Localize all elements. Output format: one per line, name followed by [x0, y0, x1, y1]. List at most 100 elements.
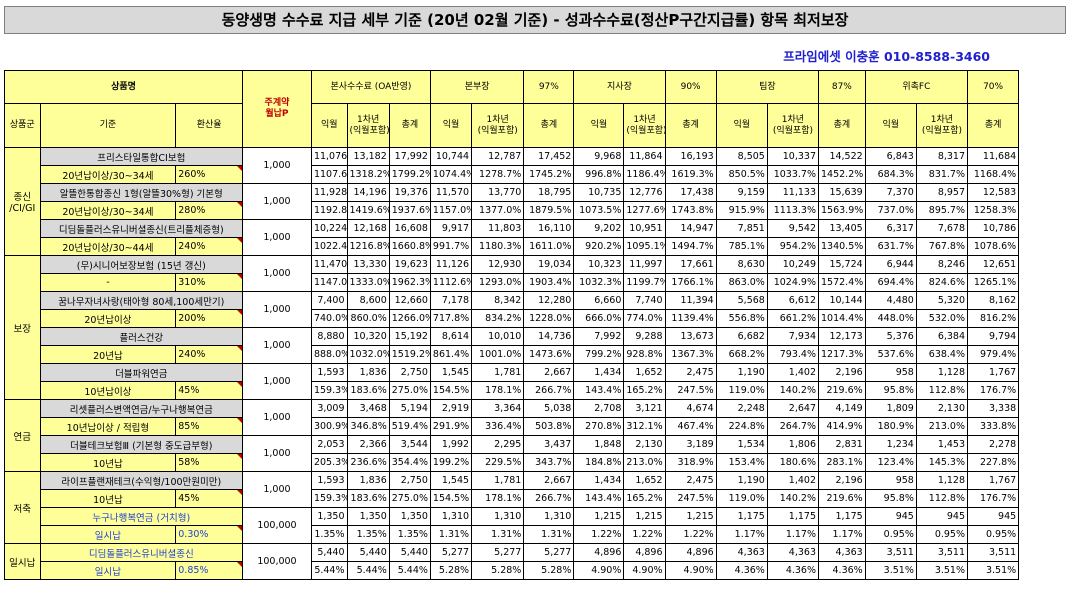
commission-amount: 3,189 — [664, 435, 717, 454]
commission-rate: 1228.0% — [523, 309, 575, 328]
commission-amount: 5,440 — [346, 543, 390, 562]
commission-rate: 1277.6% — [623, 201, 666, 220]
category-header: 상품군 — [4, 103, 41, 148]
commission-amount: 14,196 — [346, 183, 390, 202]
commission-amount: 13,330 — [346, 255, 390, 274]
criteria-header: 기준 — [39, 103, 177, 148]
comment-marker-icon — [237, 562, 242, 567]
commission-amount: 5,277 — [471, 543, 525, 562]
monthly-premium: 1,000 — [242, 327, 312, 364]
product-row-rate: 20년납 240% 888.0% 1032.0% 1519.2% 861.4% 1001.0… — [5, 345, 1066, 364]
commission-rate: 275.0% — [388, 381, 431, 400]
sub-column-header: 익월 — [573, 103, 625, 148]
comment-marker-icon — [237, 310, 242, 315]
commission-rate: 140.2% — [766, 489, 820, 508]
commission-rate: 1660.8% — [388, 237, 431, 256]
group-header: 본사수수료 (OA반영) — [310, 70, 431, 104]
payment-criteria: 10년납이상 / 적립형 — [39, 417, 177, 436]
group-rate-header: 87% — [818, 70, 866, 104]
commission-rate: 532.0% — [915, 309, 969, 328]
category-cell: 일시납 — [4, 543, 41, 580]
commission-amount: 7,678 — [915, 219, 969, 238]
category-cell: 종신/CI/GI — [4, 147, 41, 256]
group-rate-header: 97% — [523, 70, 575, 104]
commission-rate: 5.28% — [471, 561, 525, 580]
commission-rate: 1.35% — [388, 525, 431, 544]
commission-amount: 3,468 — [346, 399, 390, 418]
commission-rate: 1.17% — [715, 525, 768, 544]
commission-amount: 10,010 — [471, 327, 525, 346]
product-row-amount: 플러스건강 1,000 8,880 10,320 15,192 8,614 10,010 14… — [5, 327, 1066, 364]
product-row-amount: 더블파워연금 1,000 1,593 1,836 2,750 1,545 1,781 2,66… — [5, 363, 1066, 400]
commission-rate: 205.3% — [310, 453, 348, 472]
commission-amount: 2,750 — [388, 471, 431, 490]
commission-amount: 1,402 — [766, 363, 820, 382]
sub-column-header: 1차년 (익월포함) — [623, 103, 666, 148]
commission-rate: 1032.3% — [573, 273, 625, 292]
commission-amount: 5,277 — [429, 543, 473, 562]
commission-rate: 448.0% — [864, 309, 917, 328]
commission-amount: 1,806 — [766, 435, 820, 454]
commission-amount: 8,600 — [346, 291, 390, 310]
commission-amount: 1,836 — [346, 471, 390, 490]
commission-amount: 6,384 — [915, 327, 969, 346]
commission-rate: 503.8% — [523, 417, 575, 436]
product-row-amount: 저축 라이프플랜재테크(수익형/100만원미만) 1,000 1,593 1,836 2,… — [4, 471, 1066, 544]
product-name: 알뜰한통합종신 1형(알뜰30%형) 기본형 — [39, 183, 244, 202]
product-name: 플러스건강 — [39, 327, 244, 346]
commission-rate: 638.4% — [915, 345, 969, 364]
commission-amount: 1,593 — [310, 471, 348, 490]
commission-amount: 3,511 — [967, 543, 1020, 562]
sub-column-header: 익월 — [429, 103, 473, 148]
conversion-rate: 310% — [175, 273, 243, 292]
commission-amount: 1,350 — [388, 507, 431, 526]
commission-rate: 1318.2% — [346, 165, 390, 184]
commission-amount: 6,944 — [864, 255, 917, 274]
commission-amount: 1,190 — [715, 471, 768, 490]
commission-rate: 537.6% — [864, 345, 917, 364]
comment-marker-icon — [237, 490, 242, 495]
commission-amount: 1,175 — [818, 507, 866, 526]
commission-rate: 1112.6% — [429, 273, 473, 292]
commission-amount: 4,363 — [766, 543, 820, 562]
commission-rate: 991.7% — [429, 237, 473, 256]
commission-rate: 1.35% — [310, 525, 348, 544]
commission-amount: 1,128 — [915, 471, 969, 490]
payment-criteria: 20년납 — [39, 345, 177, 364]
commission-amount: 2,750 — [388, 363, 431, 382]
commission-amount: 1,215 — [623, 507, 666, 526]
commission-rate: 184.8% — [573, 453, 625, 472]
commission-amount: 10,320 — [346, 327, 390, 346]
commission-amount: 3,544 — [388, 435, 431, 454]
commission-rate: 1.31% — [471, 525, 525, 544]
commission-amount: 945 — [915, 507, 969, 526]
monthly-premium: 1,000 — [242, 435, 312, 472]
commission-rate: 4.36% — [766, 561, 820, 580]
sub-column-header: 1차년 (익월포함) — [915, 103, 969, 148]
commission-rate: 1572.4% — [818, 273, 866, 292]
commission-amount: 1,310 — [523, 507, 575, 526]
commission-rate: 1168.4% — [967, 165, 1020, 184]
conversion-rate: 85% — [175, 417, 243, 436]
comment-marker-icon — [237, 346, 242, 351]
group-header: 지사장 — [573, 70, 666, 104]
commission-rate: 1799.2% — [388, 165, 431, 184]
commission-amount: 9,794 — [967, 327, 1020, 346]
commission-amount: 2,295 — [471, 435, 525, 454]
commission-amount: 1,992 — [429, 435, 473, 454]
product-row-rate: 10년납 58% 205.3% 236.6% 354.4% 199.2% 229.5% 343… — [5, 453, 1066, 472]
group-header: 팀장 — [715, 70, 820, 104]
commission-amount: 7,992 — [573, 327, 625, 346]
product-name: (무)시니어보장보험 (15년 갱신) — [39, 255, 244, 274]
contact-info: 프라임에셋 이충훈 010-8588-3460 — [783, 49, 990, 64]
commission-amount: 13,182 — [346, 147, 390, 166]
commission-amount: 11,803 — [471, 219, 525, 238]
commission-rate: 143.4% — [573, 381, 625, 400]
commission-rate: 5.44% — [388, 561, 431, 580]
commission-amount: 2,248 — [715, 399, 768, 418]
commission-amount: 1,781 — [471, 363, 525, 382]
commission-amount: 11,133 — [766, 183, 820, 202]
payment-criteria: 10년납 — [39, 453, 177, 472]
group-header: 위촉FC — [864, 70, 969, 104]
commission-amount: 12,168 — [346, 219, 390, 238]
